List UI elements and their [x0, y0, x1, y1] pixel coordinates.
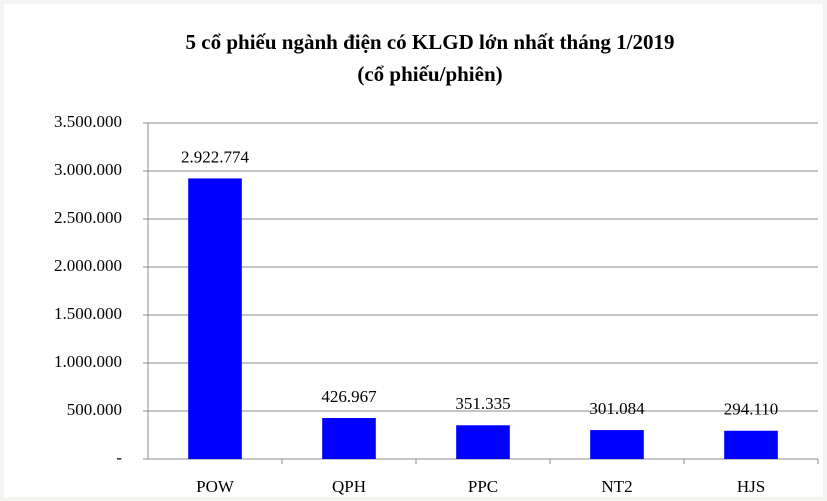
x-tick-label: POW: [196, 477, 235, 496]
bar: [456, 425, 510, 459]
y-tick-label: 500.000: [67, 400, 122, 419]
y-tick-label: 1.500.000: [54, 304, 122, 323]
data-label: 301.084: [589, 399, 645, 418]
chart-title: 5 cổ phiếu ngành điện có KLGD lớn nhất t…: [186, 30, 675, 54]
data-label: 426.967: [321, 387, 377, 406]
y-tick-label: 3.500.000: [54, 112, 122, 131]
chart-subtitle: (cổ phiếu/phiên): [357, 62, 502, 86]
x-tick-label: QPH: [332, 477, 366, 496]
bar: [590, 430, 644, 459]
y-tick-label: 1.000.000: [54, 352, 122, 371]
y-tick-label: 2.500.000: [54, 208, 122, 227]
y-tick-label: 3.000.000: [54, 160, 122, 179]
data-label: 294.110: [724, 400, 779, 419]
x-tick-label: PPC: [468, 477, 498, 496]
data-label: 2.922.774: [181, 147, 250, 166]
bar: [188, 178, 242, 459]
x-tick-label: HJS: [737, 477, 765, 496]
bar: [322, 418, 376, 459]
data-label: 351.335: [455, 394, 510, 413]
chart-area: [4, 4, 823, 497]
y-tick-label: -: [116, 448, 122, 467]
bar: [724, 430, 778, 459]
y-tick-label: 2.000.000: [54, 256, 122, 275]
x-tick-label: NT2: [601, 477, 632, 496]
